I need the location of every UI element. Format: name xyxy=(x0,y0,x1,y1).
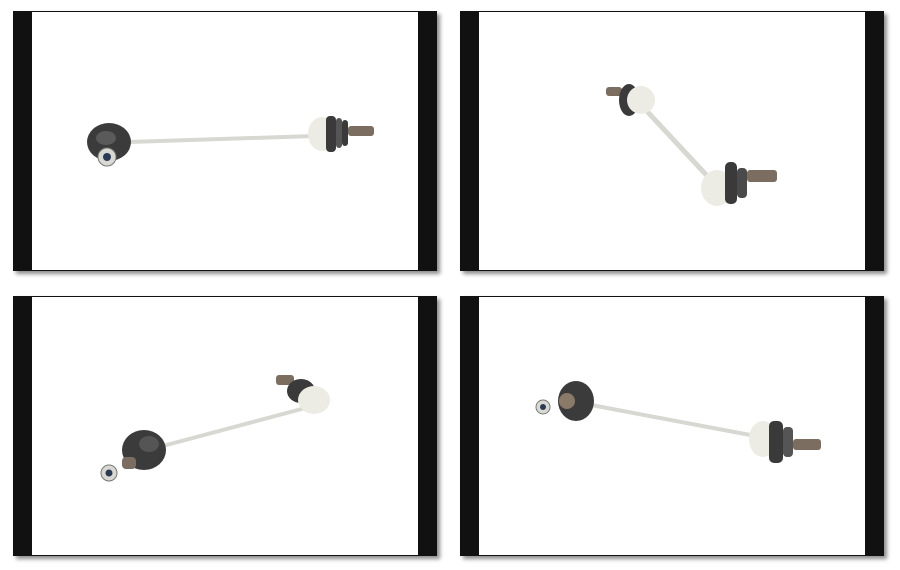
frame-border-right xyxy=(865,12,883,270)
photo-frame-1 xyxy=(13,11,437,271)
stabilizer-link-photo-2 xyxy=(606,84,777,206)
stabilizer-link-photo-4 xyxy=(535,381,821,463)
frame-border-right xyxy=(865,297,883,555)
frame-border-right xyxy=(418,12,436,270)
frame-border-left xyxy=(14,12,32,270)
frame-border-right xyxy=(418,297,436,555)
stabilizer-link-photo-1 xyxy=(87,116,374,167)
frame-border-left xyxy=(461,12,479,270)
photo-frame-4 xyxy=(460,296,884,556)
photo-frame-3 xyxy=(13,296,437,556)
stabilizer-link-photo-3 xyxy=(100,375,330,482)
photo-frame-2 xyxy=(460,11,884,271)
frame-border-left xyxy=(14,297,32,555)
frame-border-left xyxy=(461,297,479,555)
